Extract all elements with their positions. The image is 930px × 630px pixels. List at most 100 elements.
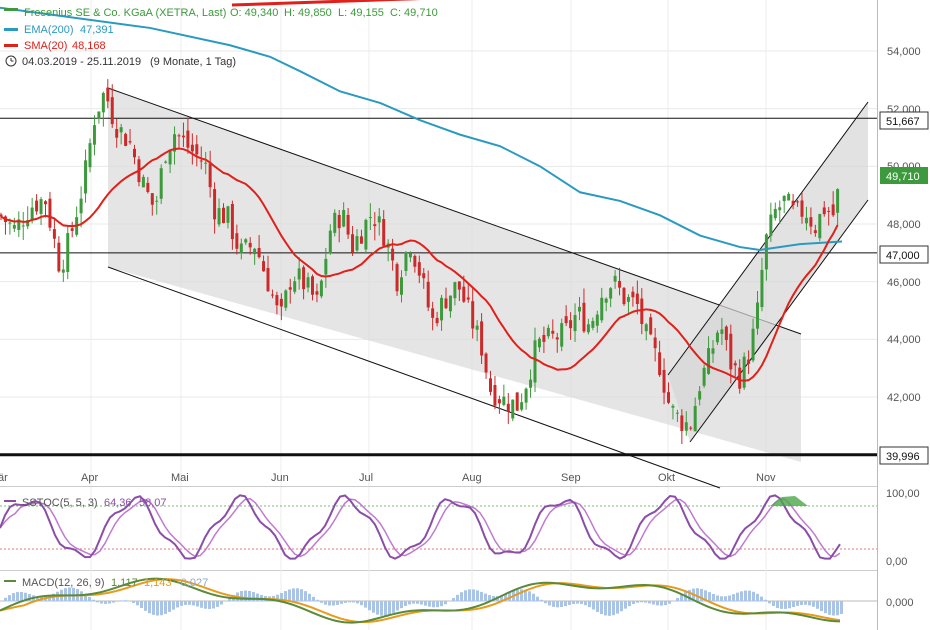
- macd-histogram-bar: [772, 601, 775, 607]
- candle-down: [266, 268, 270, 292]
- candle-down: [70, 228, 74, 231]
- macd-histogram-bar: [96, 601, 99, 603]
- macd-histogram-bar: [300, 589, 303, 602]
- ema-legend-value: 47,391: [80, 24, 114, 36]
- candle-up: [546, 327, 550, 337]
- macd-histogram-bar: [668, 601, 671, 604]
- candle-up: [155, 200, 159, 202]
- candle-down: [480, 321, 484, 356]
- macd-histogram-bar: [452, 597, 455, 602]
- candle-up: [101, 92, 105, 113]
- macd-histogram-bar: [28, 593, 31, 602]
- macd-histogram-bar: [440, 601, 443, 607]
- candle-down: [506, 403, 510, 412]
- macd-histogram-bar: [164, 601, 167, 614]
- candle-up: [21, 225, 25, 227]
- badge-upper-value: 51,667: [886, 116, 920, 128]
- macd-histogram-bar: [768, 601, 771, 604]
- candle-down: [146, 182, 150, 192]
- macd-histogram-bar: [592, 601, 595, 610]
- macd-histogram-bar: [644, 601, 647, 603]
- macd-histogram-bar: [192, 601, 195, 606]
- candle-up: [609, 288, 613, 299]
- candle-down: [827, 210, 831, 212]
- candle-down: [497, 399, 501, 404]
- candle-down: [0, 214, 3, 217]
- candle-up: [119, 127, 123, 133]
- macd-histogram-bar: [324, 601, 327, 605]
- macd-histogram-bar: [672, 600, 675, 602]
- candle-down: [186, 130, 190, 148]
- candle-up: [818, 214, 822, 239]
- candle-up: [782, 195, 786, 202]
- macd-histogram-bar: [100, 601, 103, 604]
- candle-up: [698, 391, 702, 400]
- candle-up: [560, 323, 564, 347]
- candle-down: [813, 230, 817, 234]
- macd-histogram-bar: [420, 601, 423, 605]
- candle-down: [279, 298, 283, 307]
- candle-up: [644, 324, 648, 332]
- ema-legend-label: EMA(200): [24, 24, 74, 36]
- macd-histogram-bar: [336, 601, 339, 605]
- macd-histogram-bar: [432, 601, 435, 608]
- macd-histogram-bar: [740, 591, 743, 602]
- candle-down: [413, 255, 417, 267]
- candle-up: [400, 277, 403, 295]
- macd-histogram-bar: [312, 596, 315, 602]
- macd-histogram-bar: [320, 601, 323, 603]
- stoch-tick-0: 0,00: [886, 556, 907, 568]
- candle-up: [141, 176, 145, 188]
- candle-down: [150, 193, 154, 205]
- macd-histogram-bar: [212, 601, 215, 609]
- macd-histogram-bar: [464, 590, 467, 602]
- candle-up: [693, 405, 697, 432]
- macd-histogram-bar: [340, 601, 343, 604]
- legend: Fresenius SE & Co. KGaA (XETRA, Last) O:…: [4, 7, 438, 68]
- candle-up: [342, 210, 346, 227]
- candle-down: [796, 201, 800, 203]
- macd-histogram-bar: [80, 591, 83, 602]
- up-channel-fill: [668, 102, 868, 442]
- macd-histogram-bar: [408, 601, 411, 605]
- macd-histogram-bar: [788, 601, 791, 609]
- macd-histogram-bar: [688, 589, 691, 602]
- month-label: Mai: [171, 472, 189, 484]
- candle-down: [738, 367, 742, 389]
- candle-up: [604, 298, 608, 303]
- candle-down: [417, 262, 421, 276]
- candle-down: [235, 233, 239, 249]
- candle-up: [159, 168, 163, 199]
- candle-down: [689, 427, 693, 429]
- panel-divider-stoch: [0, 570, 878, 571]
- macd-histogram-bar: [224, 601, 227, 602]
- macd-histogram-bar: [12, 593, 15, 602]
- macd-histogram-bar: [304, 591, 307, 602]
- macd-histogram-bar: [352, 601, 355, 603]
- candle-down: [213, 189, 217, 220]
- macd-histogram-bar: [792, 601, 795, 608]
- month-label: Okt: [658, 472, 675, 484]
- candle-up: [364, 219, 368, 250]
- macd-histogram-bar: [724, 596, 727, 602]
- macd-histogram-bar: [820, 601, 823, 612]
- candle-up: [520, 402, 524, 410]
- candle-up: [511, 399, 515, 419]
- macd-histogram-bar: [604, 601, 607, 616]
- macd-histogram-bar: [348, 601, 351, 603]
- candle-up: [573, 315, 577, 332]
- candle-up: [12, 225, 16, 229]
- candle-down: [489, 378, 492, 392]
- macd-histogram-bar: [144, 601, 147, 611]
- macd-histogram-bar: [728, 595, 731, 602]
- macd-histogram-bar: [500, 595, 503, 602]
- macd-tick-0: 0,000: [886, 597, 914, 609]
- candle-down: [257, 248, 261, 258]
- macd-histogram-bar: [36, 596, 39, 602]
- macd-histogram-bar: [544, 601, 547, 604]
- macd-histogram-bar: [404, 601, 407, 606]
- candle-up: [707, 348, 711, 374]
- candle-up: [524, 388, 528, 403]
- macd-histogram-bar: [776, 601, 779, 608]
- macd-histogram-bar: [524, 589, 527, 602]
